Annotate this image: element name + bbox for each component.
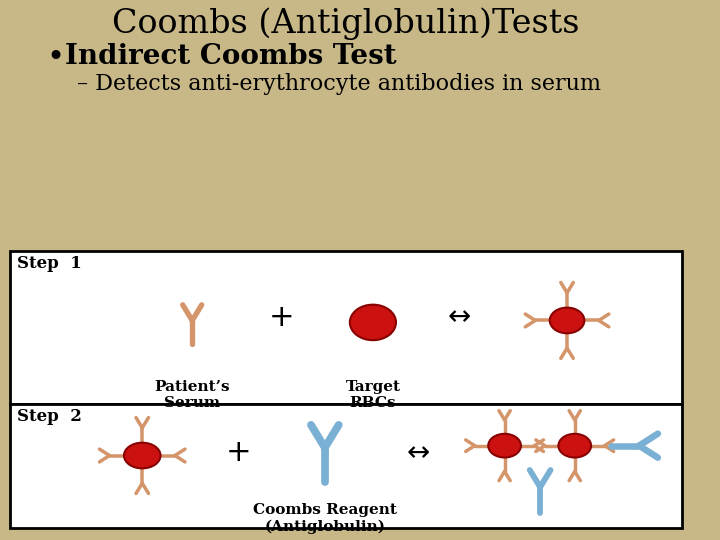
Ellipse shape <box>559 434 591 457</box>
Text: +: + <box>269 303 294 332</box>
Text: Patient’s
Serum: Patient’s Serum <box>154 380 230 410</box>
Ellipse shape <box>550 308 585 333</box>
Text: Target
RBCs: Target RBCs <box>346 380 400 410</box>
Text: Coombs (Antiglobulin)Tests: Coombs (Antiglobulin)Tests <box>112 7 580 39</box>
Bar <box>9 404 683 528</box>
Ellipse shape <box>350 305 396 340</box>
Text: +: + <box>225 438 251 467</box>
Text: •: • <box>46 43 64 75</box>
Ellipse shape <box>124 443 161 468</box>
Text: Coombs Reagent
(Antiglobulin): Coombs Reagent (Antiglobulin) <box>253 503 397 534</box>
Text: Indirect Coombs Test: Indirect Coombs Test <box>66 43 397 70</box>
Text: Step  2: Step 2 <box>17 408 82 425</box>
Ellipse shape <box>488 434 521 457</box>
Bar <box>9 252 683 404</box>
Text: Step  1: Step 1 <box>17 255 82 272</box>
Text: – Detects anti-erythrocyte antibodies in serum: – Detects anti-erythrocyte antibodies in… <box>77 73 601 95</box>
Text: ↔: ↔ <box>448 303 471 332</box>
Text: ↔: ↔ <box>407 438 430 467</box>
